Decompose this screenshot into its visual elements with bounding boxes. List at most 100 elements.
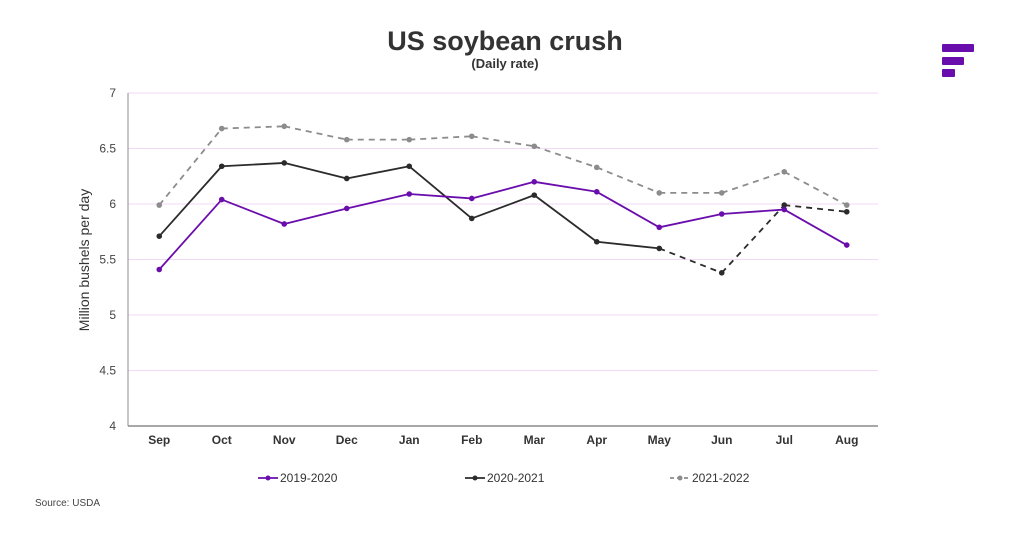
line-segment: [596, 191, 660, 229]
data-point: [656, 224, 663, 231]
line-segment: [284, 125, 347, 141]
y-tick-label: 5: [109, 308, 116, 322]
gridlines: [128, 92, 878, 371]
data-point: [843, 202, 850, 208]
line-segment: [596, 166, 660, 194]
legend-label: 2019-2020: [280, 471, 338, 485]
line-segment: [533, 145, 598, 169]
y-tick-label: 6.5: [99, 142, 116, 156]
data-point: [343, 136, 350, 143]
data-point: [468, 133, 475, 140]
data-point: [843, 242, 850, 248]
line-segment: [784, 204, 847, 213]
logo-bar-top: [942, 44, 974, 52]
line-segment: [408, 165, 473, 220]
data-point: [406, 163, 413, 170]
line-segment: [783, 171, 848, 206]
data-point: [281, 123, 288, 130]
y-tick-label: 4: [109, 419, 116, 433]
line-segment: [221, 198, 285, 225]
x-tick-label: Dec: [336, 433, 358, 447]
data-point: [718, 211, 725, 217]
line-segment: [721, 204, 785, 274]
line-segment: [659, 213, 722, 229]
data-point: [781, 206, 788, 213]
x-tick-labels: Sep Oct Nov Dec Jan Feb Mar Apr May Jun Jul Aug: [148, 433, 858, 447]
data-point: [468, 215, 475, 222]
line-segment: [471, 180, 535, 200]
data-point: [281, 160, 288, 166]
line-segment: [658, 247, 723, 274]
line-segment: [596, 240, 660, 250]
legend-label: 2021-2022: [692, 471, 750, 485]
line-segment: [533, 194, 598, 243]
data-point: [531, 192, 538, 198]
data-point: [406, 136, 413, 143]
line-segment: [721, 170, 785, 194]
logo-bar-bottom: [942, 69, 955, 77]
y-tick-labels: 4 4.5 5 5.5 6 6.5 7: [99, 86, 116, 433]
data-point: [156, 202, 163, 208]
line-segment: [284, 162, 347, 180]
x-tick-label: Nov: [273, 433, 296, 447]
y-tick-label: 7: [109, 86, 116, 100]
legend-marker-icon: [258, 475, 278, 481]
series-2020-2021: [156, 160, 850, 276]
data-point: [781, 169, 788, 175]
line-segment: [471, 135, 535, 148]
line-segment: [346, 165, 410, 180]
series-lines: [156, 123, 850, 276]
data-point: [156, 233, 163, 239]
line-segment: [783, 208, 848, 246]
x-tick-label: Oct: [212, 433, 232, 447]
data-point: [656, 190, 663, 196]
x-tick-label: Feb: [461, 433, 482, 447]
chart-title: US soybean crush: [387, 26, 623, 56]
y-tick-label: 4.5: [99, 364, 116, 378]
x-tick-label: Jan: [399, 433, 420, 447]
legend-item: 2021-2022: [670, 471, 749, 485]
line-segment: [221, 162, 285, 168]
data-point: [218, 163, 225, 170]
legend-marker-icon: [670, 475, 690, 481]
line-segment: [346, 193, 410, 210]
data-point: [656, 245, 663, 252]
y-tick-label: 6: [109, 197, 116, 211]
line-segment: [471, 194, 535, 220]
x-tick-label: Apr: [586, 433, 607, 447]
x-tick-label: Aug: [835, 433, 858, 447]
chart-subtitle: (Daily rate): [471, 56, 539, 71]
series-2021-2022: [156, 123, 850, 208]
line-segment: [409, 135, 472, 141]
line-segment: [721, 208, 785, 215]
y-tick-label: 5.5: [99, 253, 116, 267]
data-point: [718, 190, 725, 196]
line-segment: [158, 127, 223, 206]
data-point: [531, 179, 538, 185]
axes: [127, 93, 878, 427]
line-segment: [409, 193, 472, 200]
legend-marker-icon: [465, 475, 485, 481]
data-point: [281, 221, 288, 227]
line-segment: [221, 125, 285, 130]
line-segment: [534, 180, 597, 193]
data-point: [593, 238, 600, 245]
logo-bar-middle: [942, 57, 964, 65]
x-tick-label: Mar: [524, 433, 546, 447]
source-note: Source: USDA: [35, 498, 101, 509]
data-point: [781, 202, 788, 208]
x-tick-label: Sep: [148, 433, 170, 447]
series-2019-2020: [156, 179, 850, 273]
x-tick-label: Jun: [711, 433, 732, 447]
line-segment: [158, 165, 223, 237]
data-point: [593, 164, 600, 171]
data-point: [218, 125, 225, 132]
brand-logo-icon: [942, 44, 976, 78]
data-point: [718, 270, 725, 276]
x-tick-label: May: [648, 433, 672, 447]
line-segment: [284, 207, 347, 225]
data-point: [343, 175, 350, 182]
data-point: [218, 196, 225, 203]
data-point: [156, 266, 163, 273]
